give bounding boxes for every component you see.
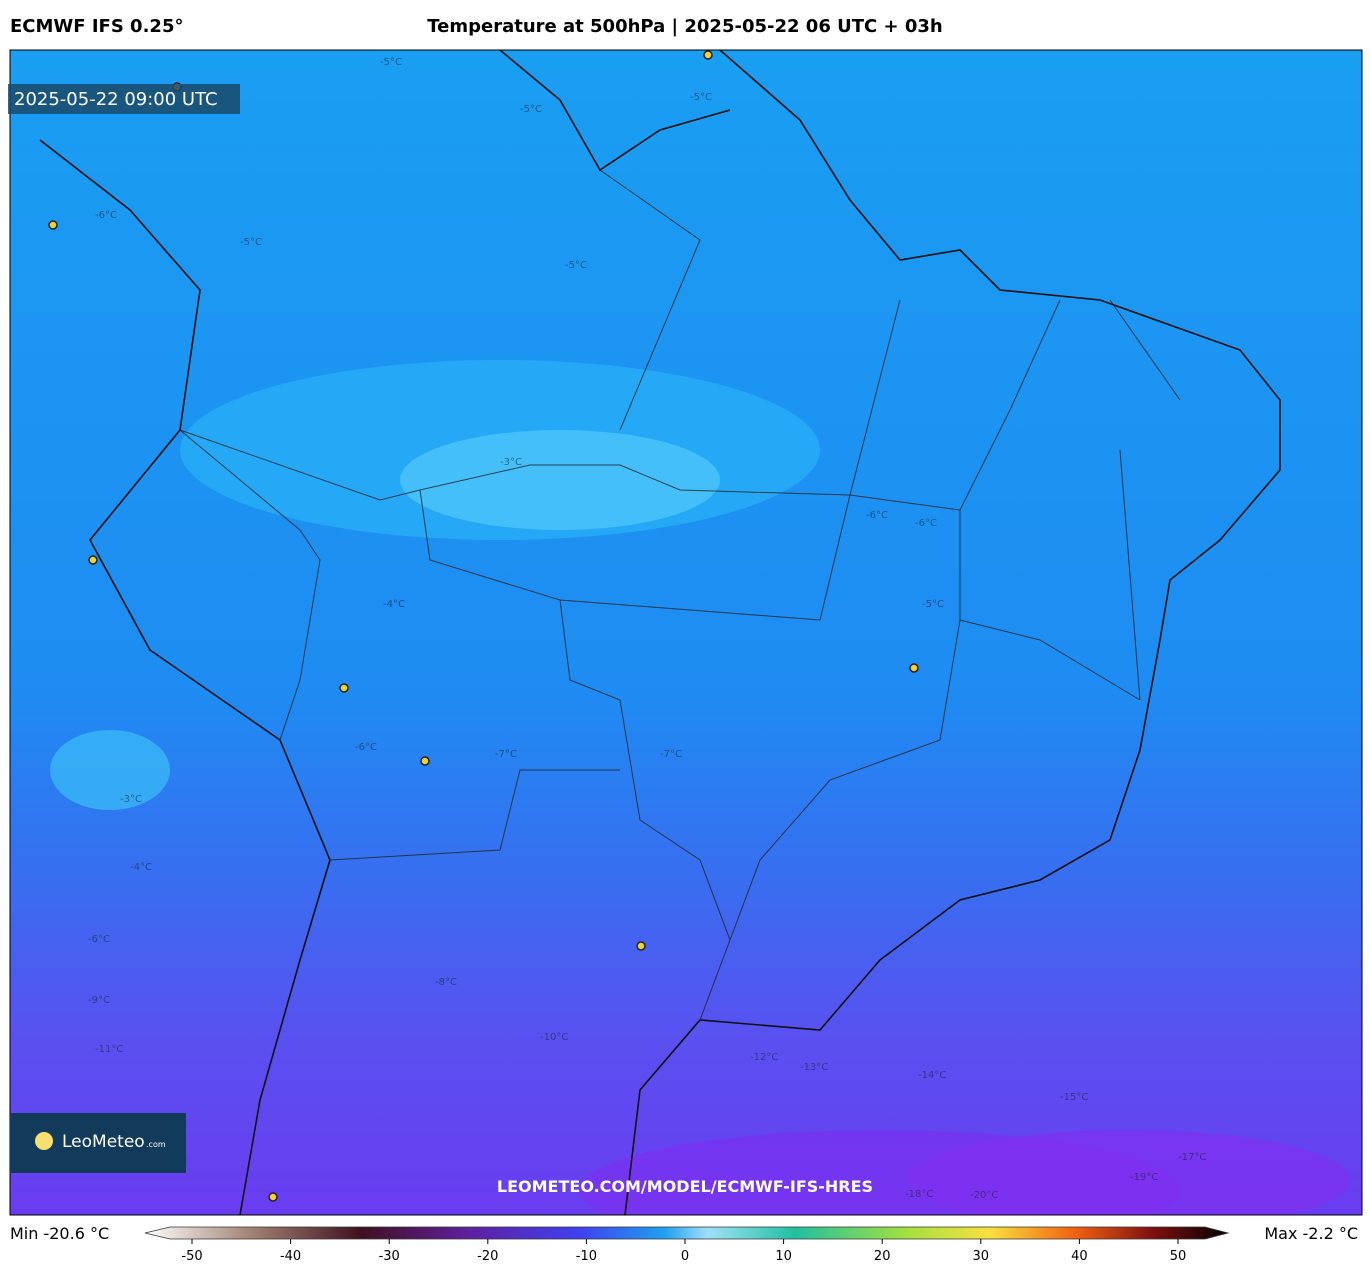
colorbar-tick-label: 40 xyxy=(1071,1249,1088,1263)
contour-label: -9°C xyxy=(88,995,110,1006)
colorbar-tick-label: -40 xyxy=(280,1249,301,1263)
colorbar xyxy=(144,1226,1230,1240)
contour-label: -7°C xyxy=(660,749,682,760)
contour-label: -5°C xyxy=(565,260,587,271)
logo-name: LeoMeteo xyxy=(62,1132,145,1152)
map: -5°C -5°C -6°C -5°C -5°C -5°C -3°C -4°C -6°C -7°C… xyxy=(10,50,1362,1215)
time-box xyxy=(8,84,240,114)
contour-label: -6°C xyxy=(88,934,110,945)
colorbar-tick-label: -10 xyxy=(576,1249,597,1263)
contour-label: -6°C xyxy=(355,742,377,753)
contour-label: -8°C xyxy=(435,977,457,988)
contour-label: -5°C xyxy=(240,237,262,248)
colorbar-tick-label: -20 xyxy=(477,1249,498,1263)
contour-label: -12°C xyxy=(750,1052,778,1063)
logo-suffix: .com xyxy=(146,1140,166,1149)
contour-label: -5°C xyxy=(380,57,402,68)
contour-label: -13°C xyxy=(800,1062,828,1073)
contour-label: -20°C xyxy=(970,1190,998,1201)
logo-sun xyxy=(35,1132,53,1150)
contour-label: -18°C xyxy=(905,1189,933,1200)
contour-label: -15°C xyxy=(1060,1092,1088,1103)
contour-label: -6°C xyxy=(866,510,888,521)
max-value: Max -2.2 °C xyxy=(1264,1224,1358,1243)
colorbar-tick-label: 20 xyxy=(874,1249,891,1263)
colorbar-tick-label: -50 xyxy=(181,1249,202,1263)
contour-label: -5°C xyxy=(922,599,944,610)
contour-label: -4°C xyxy=(130,862,152,873)
valid-time: 2025-05-22 09:00 UTC xyxy=(14,89,218,110)
contour-label: -3°C xyxy=(120,794,142,805)
colorbar-tick-label: 0 xyxy=(681,1249,689,1263)
contour-label: -14°C xyxy=(918,1070,946,1081)
contour-label: -4°C xyxy=(383,599,405,610)
contour-label: -3°C xyxy=(500,457,522,468)
watermark: LEOMETEO.COM/MODEL/ECMWF-IFS-HRES xyxy=(497,1177,873,1196)
contour-label: -19°C xyxy=(1130,1172,1158,1183)
contour-label: -5°C xyxy=(690,92,712,103)
colorbar-tick-label: 50 xyxy=(1170,1249,1187,1263)
colorbar-tick-label: 10 xyxy=(775,1249,792,1263)
min-value: Min -20.6 °C xyxy=(10,1224,109,1243)
map-frame xyxy=(9,49,1363,1216)
colorbar-tick-label: -30 xyxy=(379,1249,400,1263)
model-name: ECMWF IFS 0.25° xyxy=(10,16,183,37)
contour-label: -6°C xyxy=(915,518,937,529)
colorbar-tick-label: 30 xyxy=(973,1249,990,1263)
contour-label: -5°C xyxy=(520,104,542,115)
contour-label: -10°C xyxy=(540,1032,568,1043)
contour-label: -11°C xyxy=(95,1044,123,1055)
contour-label: -7°C xyxy=(495,749,517,760)
contour-label: -6°C xyxy=(95,210,117,221)
map-title: Temperature at 500hPa | 2025-05-22 06 UT… xyxy=(427,16,942,37)
contour-label: -17°C xyxy=(1178,1152,1206,1163)
